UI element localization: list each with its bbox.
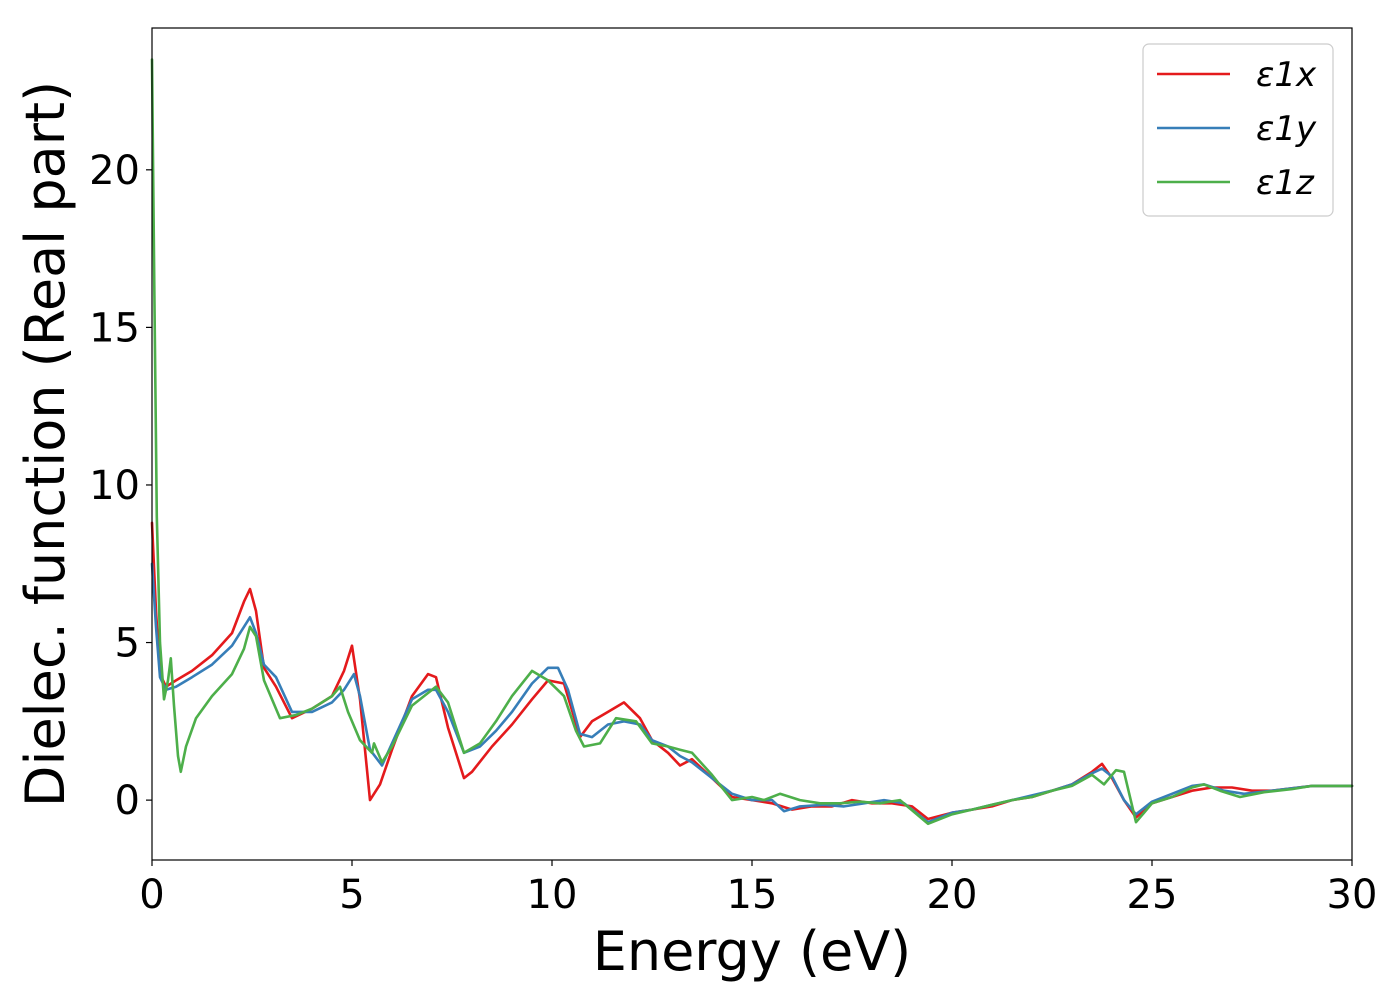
x-tick-label: 30 bbox=[1327, 872, 1378, 918]
y-axis-ticks: 0 5 10 15 20 bbox=[89, 148, 152, 824]
legend-label-2: ε1y bbox=[1256, 109, 1317, 149]
y-tick-label: 15 bbox=[89, 305, 140, 351]
y-axis-label: Dielec. function (Real part) bbox=[14, 81, 77, 807]
x-tick-label: 10 bbox=[527, 872, 578, 918]
y-tick-label: 5 bbox=[115, 621, 140, 667]
x-tick-label: 25 bbox=[1127, 872, 1178, 918]
legend-label-1: ε1x bbox=[1256, 55, 1317, 95]
y-tick-label: 0 bbox=[115, 778, 140, 824]
x-tick-label: 5 bbox=[339, 872, 364, 918]
x-tick-label: 15 bbox=[727, 872, 778, 918]
x-tick-label: 20 bbox=[927, 872, 978, 918]
series-line-2 bbox=[150, 562, 1354, 824]
legend-label-3: ε1z bbox=[1256, 163, 1315, 203]
legend-box bbox=[1142, 43, 1334, 217]
x-tick-label: 0 bbox=[139, 872, 164, 918]
y-tick-label: 20 bbox=[89, 148, 140, 194]
y-tick-label: 10 bbox=[89, 463, 140, 509]
legend: ε1x ε1y ε1z bbox=[1142, 43, 1334, 217]
x-axis-label: Energy (eV) bbox=[593, 920, 912, 983]
series-line-1 bbox=[150, 521, 1354, 821]
series-line-3 bbox=[150, 58, 1354, 826]
x-axis-ticks: 0 5 10 15 20 25 30 bbox=[139, 860, 1377, 918]
series-lines bbox=[150, 58, 1354, 826]
